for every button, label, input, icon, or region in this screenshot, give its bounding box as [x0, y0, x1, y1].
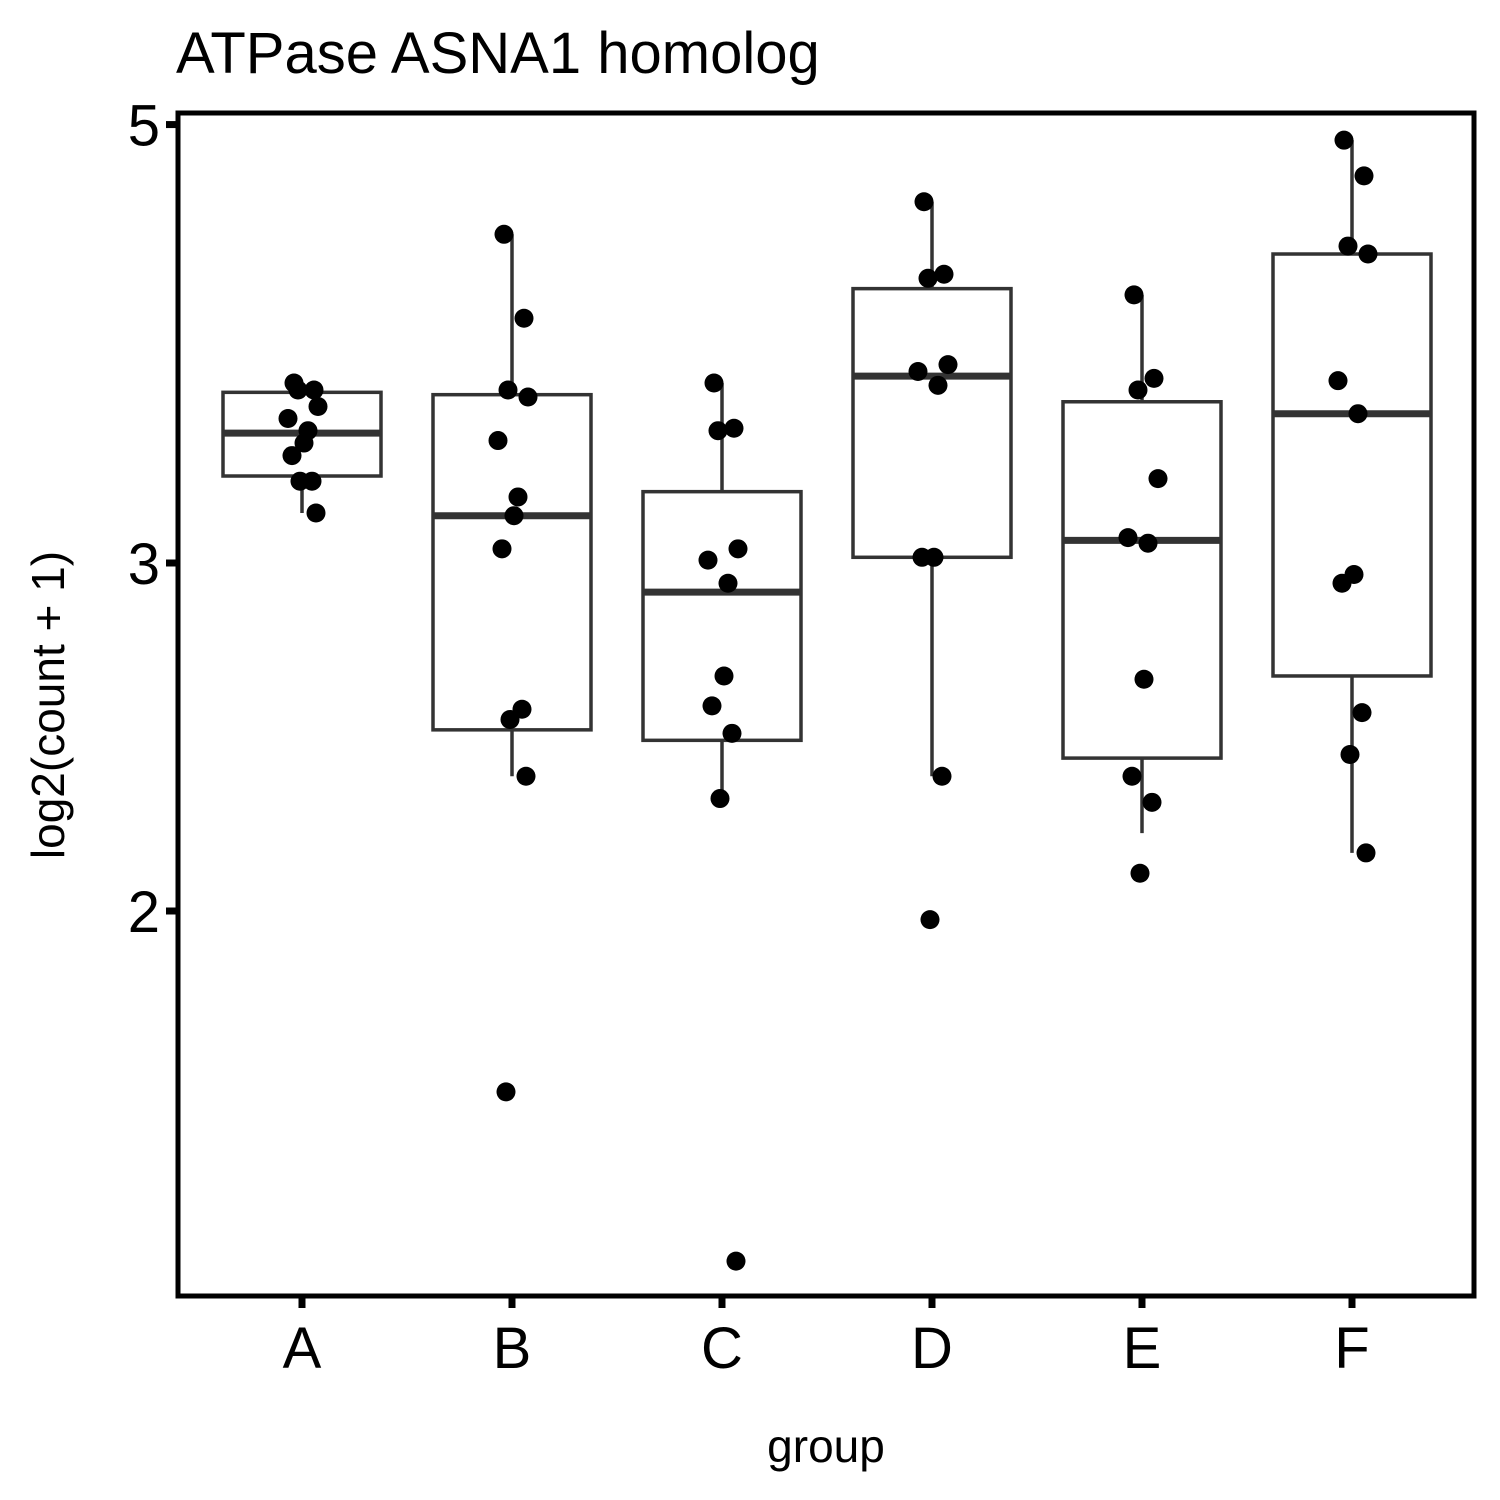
data-point-D — [914, 192, 934, 212]
y-axis-title: log2(count + 1) — [22, 551, 74, 859]
box-E — [1061, 294, 1223, 834]
data-point-D — [920, 910, 940, 930]
data-point-E — [1122, 766, 1142, 786]
x-tick-label: D — [911, 1316, 953, 1381]
data-point-F — [1338, 236, 1358, 256]
data-point-D — [908, 361, 928, 381]
x-tick-label: F — [1334, 1316, 1369, 1381]
data-point-B — [504, 506, 524, 526]
data-point-C — [728, 539, 748, 559]
data-point-C — [702, 696, 722, 716]
data-point-B — [516, 766, 536, 786]
box-C — [641, 383, 803, 799]
plot-border — [175, 110, 1477, 1299]
data-point-A — [304, 380, 324, 400]
y-tick-label: 2 — [128, 880, 160, 945]
data-point-A — [278, 409, 298, 429]
data-point-F — [1352, 703, 1372, 723]
box-body-D — [851, 286, 1013, 560]
data-point-C — [714, 666, 734, 686]
data-point-C — [698, 550, 718, 570]
data-point-F — [1348, 404, 1368, 424]
data-point-B — [494, 224, 514, 244]
data-point-A — [282, 446, 302, 466]
data-point-E — [1124, 285, 1144, 305]
data-point-F — [1334, 130, 1354, 150]
x-tick-label: E — [1123, 1316, 1162, 1381]
data-point-C — [708, 421, 728, 441]
data-point-E — [1138, 533, 1158, 553]
data-point-F — [1354, 166, 1374, 186]
box-body-F — [1271, 252, 1433, 678]
y-tick-label: 5 — [128, 94, 160, 159]
plot-area — [221, 130, 1433, 1271]
data-point-F — [1358, 244, 1378, 264]
data-point-C — [704, 373, 724, 393]
box-body-C — [641, 489, 803, 743]
data-point-E — [1118, 528, 1138, 548]
data-point-B — [514, 308, 534, 328]
axes: 2 3 5 A B C D E F — [128, 94, 1370, 1381]
x-tick-label: C — [701, 1316, 743, 1381]
data-point-E — [1144, 368, 1164, 388]
data-point-B — [496, 1082, 516, 1102]
data-point-C — [718, 573, 738, 593]
box-body-E — [1061, 400, 1223, 760]
data-point-B — [498, 380, 518, 400]
data-point-A — [290, 471, 310, 491]
data-point-E — [1134, 669, 1154, 689]
chart-title: ATPase ASNA1 homolog — [176, 21, 820, 86]
data-point-F — [1356, 843, 1376, 863]
x-axis-title: group — [767, 1420, 885, 1472]
data-point-E — [1128, 380, 1148, 400]
data-point-F — [1340, 745, 1360, 765]
data-point-B — [508, 487, 528, 507]
data-point-B — [488, 431, 508, 451]
y-tick-label: 3 — [128, 532, 160, 597]
data-point-F — [1328, 371, 1348, 391]
x-tick-label: B — [493, 1316, 532, 1381]
data-point-D — [934, 264, 954, 284]
data-point-D — [928, 375, 948, 395]
data-point-A — [294, 433, 314, 453]
data-point-B — [500, 709, 520, 729]
data-point-B — [518, 387, 538, 407]
data-point-F — [1332, 573, 1352, 593]
box-B — [431, 234, 593, 777]
data-point-C — [724, 418, 744, 438]
data-point-A — [288, 380, 308, 400]
box-D — [851, 201, 1013, 777]
box-body-B — [431, 392, 593, 732]
data-point-A — [308, 397, 328, 417]
data-point-C — [722, 723, 742, 743]
data-point-D — [912, 547, 932, 567]
data-point-E — [1130, 863, 1150, 883]
data-point-A — [306, 503, 326, 523]
data-point-E — [1148, 469, 1168, 489]
data-point-D — [938, 355, 958, 375]
data-point-E — [1142, 792, 1162, 812]
x-tick-label: A — [283, 1316, 322, 1381]
data-point-C — [710, 789, 730, 809]
data-point-D — [932, 766, 952, 786]
data-point-C — [726, 1251, 746, 1271]
data-point-D — [918, 268, 938, 288]
data-point-B — [492, 539, 512, 559]
